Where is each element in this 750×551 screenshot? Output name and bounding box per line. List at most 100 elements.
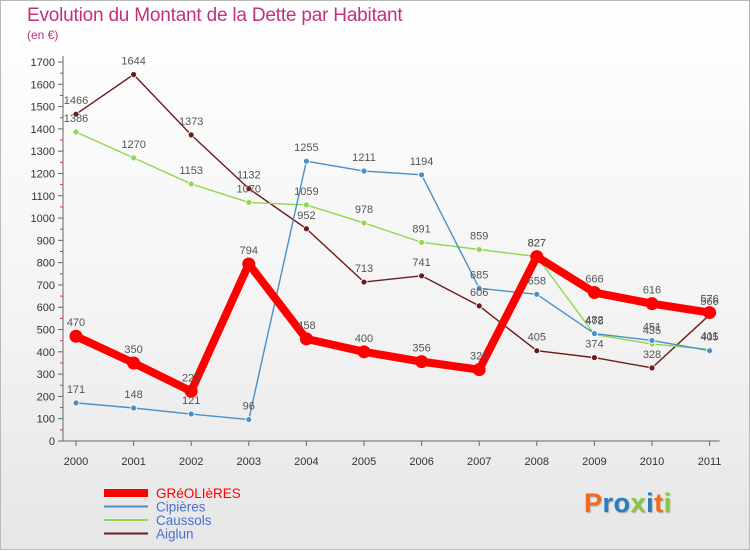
logo-letter: i bbox=[663, 488, 672, 518]
data-point bbox=[299, 332, 313, 346]
data-label: 1070 bbox=[237, 183, 261, 195]
data-label: 400 bbox=[355, 333, 373, 345]
data-point bbox=[415, 355, 429, 369]
data-point bbox=[127, 356, 141, 370]
data-label: 470 bbox=[67, 317, 85, 329]
data-label: 1255 bbox=[294, 142, 318, 154]
data-label: 374 bbox=[585, 339, 603, 351]
y-tick-label: 400 bbox=[37, 347, 55, 359]
data-label: 350 bbox=[124, 344, 142, 356]
legend-label: Aiglun bbox=[156, 527, 194, 542]
series-line-cipières bbox=[75, 160, 711, 421]
x-tick-label: 2011 bbox=[698, 456, 722, 468]
logo-letter: o bbox=[613, 488, 631, 518]
data-point bbox=[645, 297, 659, 311]
data-point bbox=[648, 364, 656, 372]
chart-title: Evolution du Montant de la Dette par Hab… bbox=[27, 5, 403, 26]
y-tick-label: 1400 bbox=[31, 124, 55, 136]
data-label: 171 bbox=[67, 384, 85, 396]
data-point bbox=[184, 384, 198, 398]
data-point bbox=[475, 284, 483, 292]
logo-letter: x bbox=[630, 488, 647, 518]
data-label: 741 bbox=[412, 257, 430, 269]
y-tick-label: 1600 bbox=[31, 79, 55, 91]
series-line-gréolières bbox=[72, 252, 714, 396]
y-tick-label: 0 bbox=[49, 436, 55, 448]
data-label: 482 bbox=[585, 315, 603, 327]
data-label: 328 bbox=[643, 349, 661, 361]
data-point bbox=[591, 354, 598, 362]
y-tick-label: 300 bbox=[37, 369, 55, 381]
y-tick-label: 500 bbox=[37, 325, 55, 337]
y-tick-label: 1000 bbox=[31, 213, 55, 225]
legend-label: Cipières bbox=[156, 500, 206, 515]
data-point bbox=[302, 201, 310, 209]
x-tick-label: 2003 bbox=[237, 456, 261, 468]
data-point bbox=[360, 167, 368, 175]
data-label: 435 bbox=[643, 325, 661, 337]
data-point bbox=[245, 185, 253, 193]
y-tick-label: 800 bbox=[37, 258, 55, 270]
data-point bbox=[130, 404, 138, 412]
data-point bbox=[357, 345, 371, 359]
data-label: 666 bbox=[585, 274, 603, 286]
y-tick-label: 200 bbox=[37, 391, 55, 403]
data-label: 859 bbox=[470, 230, 488, 242]
x-tick-label: 2007 bbox=[467, 456, 491, 468]
data-point bbox=[591, 330, 598, 337]
data-label: 952 bbox=[297, 210, 315, 222]
y-tick-label: 100 bbox=[37, 414, 55, 426]
x-tick-label: 2000 bbox=[64, 456, 88, 468]
data-point bbox=[72, 128, 80, 136]
data-label: 658 bbox=[528, 275, 546, 287]
data-point bbox=[245, 416, 253, 423]
data-label: 478 bbox=[585, 315, 603, 327]
data-label: 616 bbox=[643, 285, 661, 297]
data-label: 356 bbox=[412, 343, 430, 355]
data-label: 1644 bbox=[121, 55, 145, 67]
data-label: 978 bbox=[355, 204, 373, 216]
data-point bbox=[360, 219, 368, 227]
data-point bbox=[472, 363, 486, 377]
data-label: 566 bbox=[700, 296, 718, 308]
x-tick-label: 2002 bbox=[179, 456, 203, 468]
logo-letter: i bbox=[646, 488, 655, 518]
data-label: 1211 bbox=[352, 152, 376, 164]
data-point bbox=[187, 180, 195, 188]
logo-letter: r bbox=[602, 488, 614, 518]
proxiti-logo: Proxiti bbox=[584, 488, 672, 519]
data-label: 1132 bbox=[237, 170, 261, 182]
x-tick-label: 2009 bbox=[582, 456, 606, 468]
data-point bbox=[418, 238, 426, 246]
data-point bbox=[648, 337, 656, 344]
data-point bbox=[587, 286, 601, 300]
y-tick-label: 600 bbox=[37, 302, 55, 314]
x-tick-label: 2010 bbox=[640, 456, 664, 468]
data-point bbox=[475, 302, 483, 310]
data-point bbox=[72, 399, 80, 407]
series-line-aiglun bbox=[75, 73, 711, 369]
data-point bbox=[706, 347, 713, 355]
data-label: 1386 bbox=[64, 113, 88, 125]
legend-label: GRéOLIèRES bbox=[156, 486, 241, 501]
data-label: 405 bbox=[528, 332, 546, 344]
data-point bbox=[703, 306, 717, 320]
y-tick-label: 900 bbox=[37, 235, 55, 247]
data-point bbox=[533, 347, 541, 355]
data-label: 458 bbox=[297, 320, 315, 332]
data-label: 1270 bbox=[121, 139, 145, 151]
data-label: 1153 bbox=[179, 165, 203, 177]
data-label: 685 bbox=[470, 269, 488, 281]
data-point bbox=[360, 278, 368, 286]
data-label: 1059 bbox=[294, 186, 318, 198]
data-label: 606 bbox=[470, 287, 488, 299]
data-label: 96 bbox=[243, 401, 255, 413]
data-label: 1466 bbox=[64, 95, 88, 107]
legend-label: Caussols bbox=[156, 513, 212, 528]
chart-subtitle: (en €) bbox=[27, 28, 59, 42]
data-point bbox=[533, 290, 541, 298]
data-point bbox=[475, 246, 483, 253]
data-label: 121 bbox=[182, 395, 200, 407]
data-point bbox=[530, 250, 544, 264]
